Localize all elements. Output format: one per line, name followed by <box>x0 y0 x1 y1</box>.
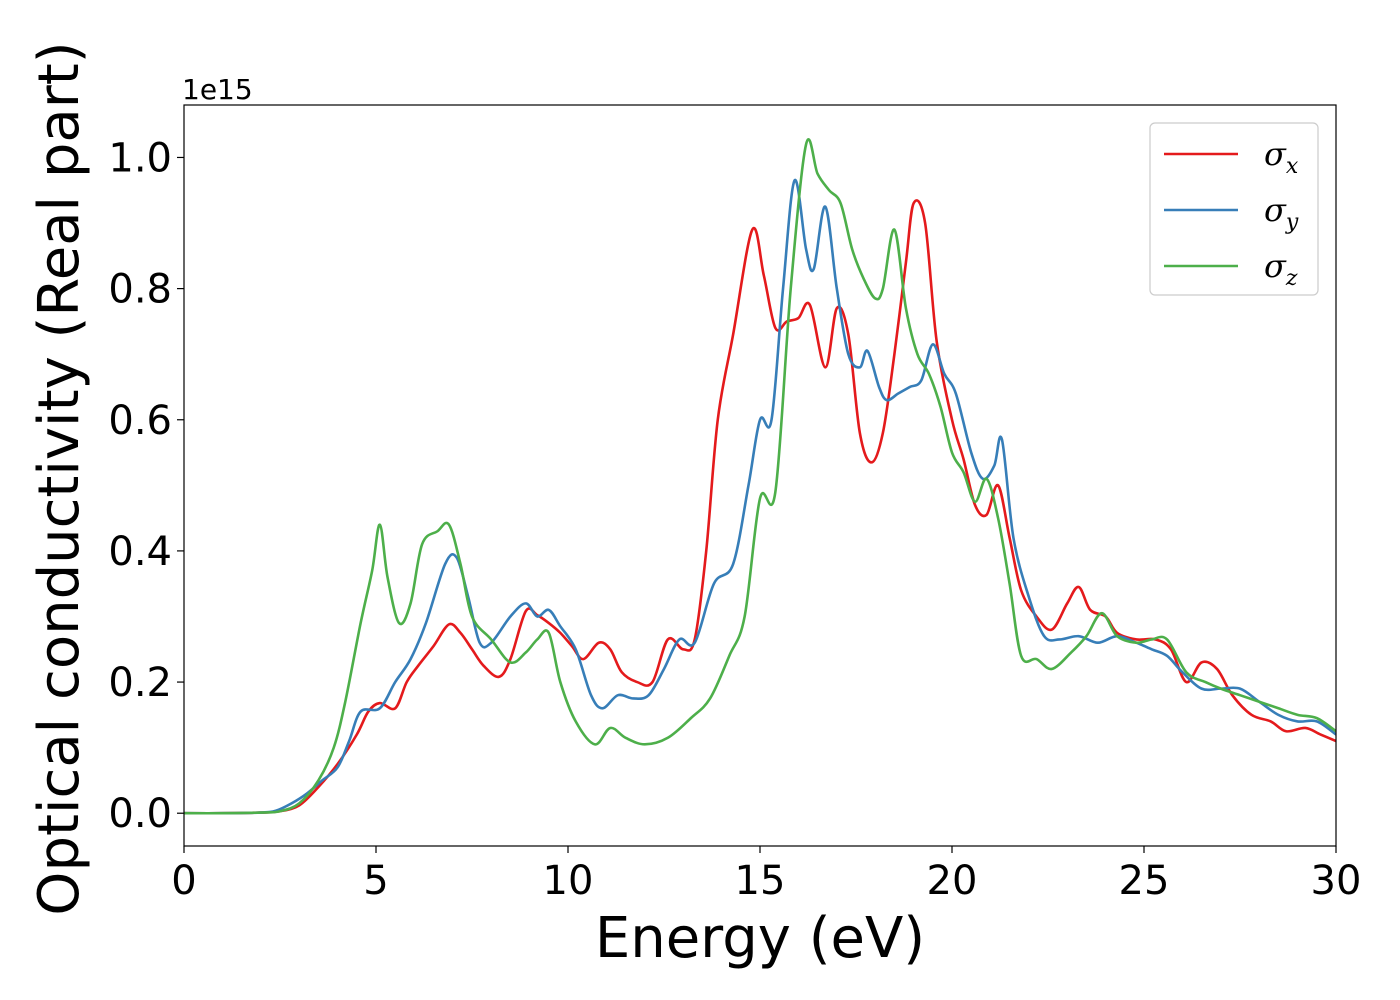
y-tick-label: 0.6 <box>108 398 172 444</box>
y-axis-title: Optical conductivity (Real part) <box>27 41 92 915</box>
x-tick-label: 0 <box>171 858 196 904</box>
x-tick-label: 5 <box>363 858 388 904</box>
x-axis: 0 5 10 15 20 25 30 <box>171 846 1361 904</box>
x-tick-label: 20 <box>927 858 978 904</box>
series-line-sigma-y <box>184 179 1336 815</box>
x-tick-label: 25 <box>1119 858 1170 904</box>
legend-label-sigma-x: σx <box>1264 135 1299 179</box>
x-tick-label: 15 <box>735 858 786 904</box>
x-tick-label: 30 <box>1311 858 1362 904</box>
y-tick-label: 0.4 <box>108 529 172 575</box>
y-tick-label: 0.0 <box>108 791 172 837</box>
y-tick-label: 1.0 <box>108 135 172 181</box>
legend-label-sigma-y: σy <box>1264 191 1299 235</box>
legend: σx σy σz <box>1149 122 1319 296</box>
x-axis-title: Energy (eV) <box>595 906 925 971</box>
legend-label-sigma-z: σz <box>1264 247 1298 291</box>
y-axis: 0.0 0.2 0.4 0.6 0.8 1.0 <box>108 135 184 837</box>
y-tick-label: 0.8 <box>108 267 172 313</box>
x-tick-label: 10 <box>543 858 594 904</box>
y-offset-label: 1e15 <box>182 73 253 106</box>
y-tick-label: 0.2 <box>108 660 172 706</box>
series-line-sigma-z <box>184 138 1336 815</box>
plot-area <box>184 138 1336 815</box>
